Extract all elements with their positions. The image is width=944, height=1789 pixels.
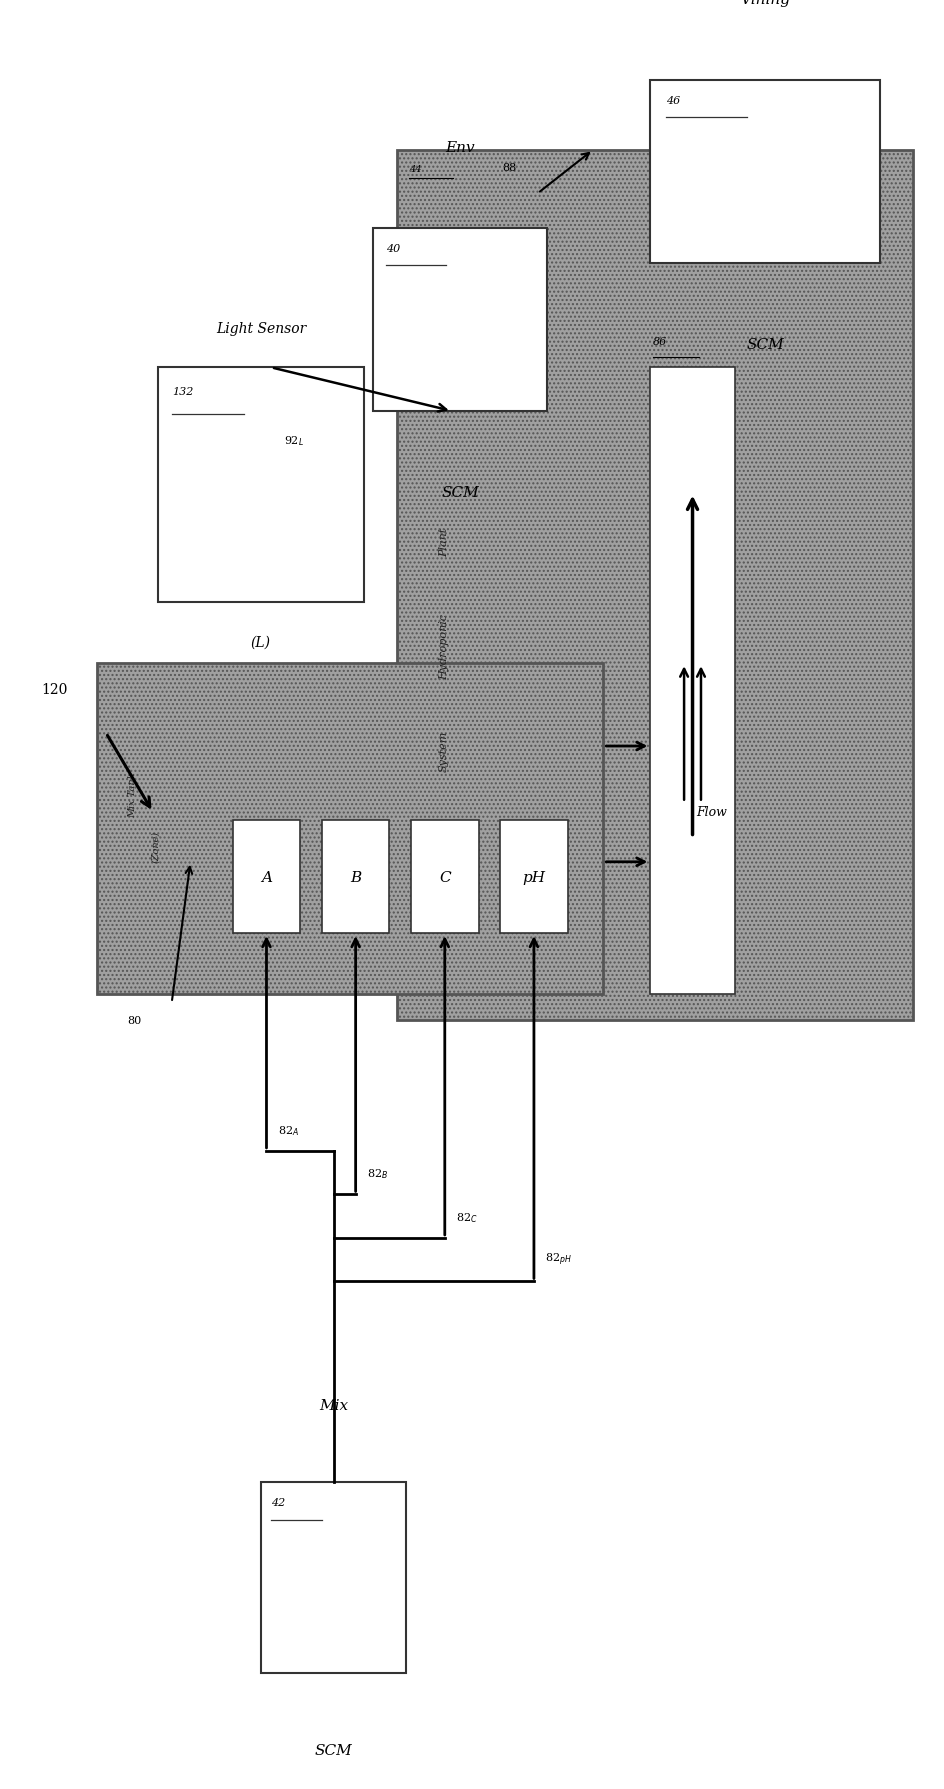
Text: SCM: SCM — [442, 485, 480, 499]
Bar — [411, 821, 479, 934]
Bar — [396, 150, 913, 1022]
Bar — [374, 229, 548, 411]
Text: 46: 46 — [666, 95, 681, 106]
Text: Env: Env — [446, 141, 475, 156]
Text: A: A — [261, 869, 272, 884]
Text: Vining: Vining — [740, 0, 790, 7]
Bar — [96, 664, 603, 995]
Text: pH: pH — [522, 869, 546, 884]
Text: Flow: Flow — [696, 805, 727, 818]
Text: Light Sensor: Light Sensor — [216, 322, 306, 336]
Text: (L): (L) — [251, 635, 271, 649]
Text: 42: 42 — [271, 1497, 285, 1506]
Text: Mix: Mix — [319, 1399, 348, 1412]
Bar — [650, 369, 734, 995]
Text: Mix Tank: Mix Tank — [127, 771, 137, 818]
Text: 86: 86 — [653, 338, 667, 347]
Bar — [322, 821, 390, 934]
Text: 120: 120 — [42, 683, 68, 698]
Text: Plant: Plant — [439, 528, 448, 556]
Text: 82$_C$: 82$_C$ — [456, 1211, 478, 1224]
Bar — [158, 369, 364, 603]
Text: 40: 40 — [385, 243, 400, 254]
Text: 92$_L$: 92$_L$ — [284, 435, 304, 447]
Text: 80: 80 — [127, 1016, 142, 1025]
Text: SCM: SCM — [747, 338, 784, 352]
Text: 88: 88 — [502, 163, 516, 174]
Text: B: B — [350, 869, 362, 884]
Bar — [500, 821, 567, 934]
Text: 44: 44 — [409, 165, 422, 174]
Bar — [233, 821, 300, 934]
Text: (Zone): (Zone) — [151, 830, 160, 862]
Text: C: C — [439, 869, 450, 884]
Text: 82$_A$: 82$_A$ — [278, 1123, 298, 1138]
Text: 132: 132 — [172, 386, 194, 397]
Text: System: System — [439, 730, 448, 771]
Text: Hydroponic: Hydroponic — [439, 614, 448, 680]
Bar — [650, 81, 880, 263]
Text: 82$_B$: 82$_B$ — [367, 1166, 388, 1181]
Text: SCM: SCM — [314, 1742, 352, 1757]
Text: 82$_{pH}$: 82$_{pH}$ — [546, 1251, 572, 1268]
Bar — [261, 1481, 406, 1673]
